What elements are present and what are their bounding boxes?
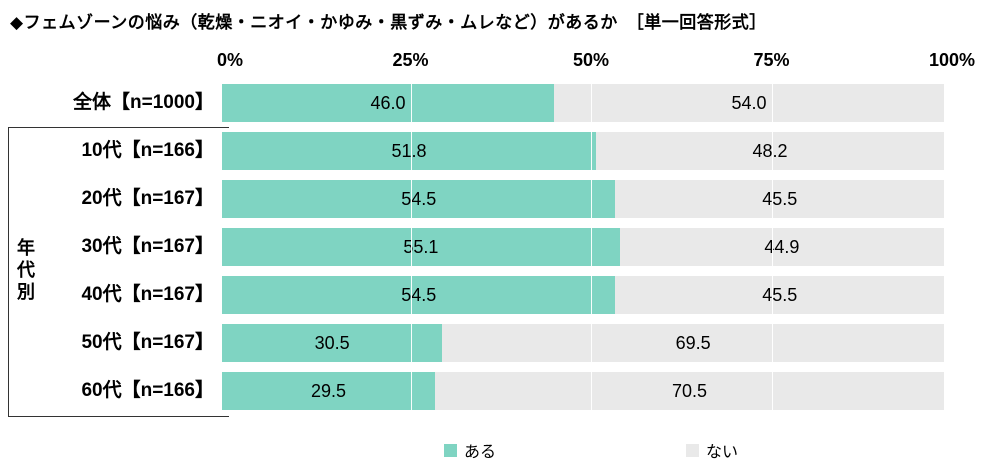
bar-track: 51.8 48.2 bbox=[222, 132, 944, 170]
group-label: 年代別 bbox=[15, 238, 35, 304]
bar-segment-nai: 48.2 bbox=[595, 132, 944, 170]
x-axis-tick: 50% bbox=[572, 50, 610, 70]
bar-row: 50代【n=167】 30.5 69.5 bbox=[0, 324, 1000, 362]
row-label: 全体【n=1000】 bbox=[73, 92, 214, 113]
plot-area: 全体【n=1000】 46.0 54.0 10代【n=166】 51.8 48.2 20代【… bbox=[0, 84, 1000, 420]
bar-segment-nai: 69.5 bbox=[442, 324, 944, 362]
bar-segment-aru: 30.5 bbox=[222, 324, 443, 362]
legend-swatch bbox=[686, 443, 699, 457]
bar-row: 30代【n=167】 55.1 44.9 bbox=[0, 228, 1000, 266]
bar-segment-aru: 54.5 bbox=[222, 180, 616, 218]
chart-title: ◆フェムゾーンの悩み（乾燥・ニオイ・かゆみ・黒ずみ・ムレなど）があるか ［単一回… bbox=[10, 13, 767, 32]
bar-track: 55.1 44.9 bbox=[222, 228, 944, 266]
legend-item-nai: ない bbox=[686, 438, 738, 462]
row-label: 10代【n=166】 bbox=[81, 140, 214, 161]
x-axis-tick: 75% bbox=[753, 50, 790, 70]
bar-row: 全体【n=1000】 46.0 54.0 bbox=[0, 84, 1000, 122]
legend: ある ない bbox=[230, 438, 952, 462]
value-label: 46.0 bbox=[370, 92, 406, 113]
bar-track: 46.0 54.0 bbox=[222, 84, 944, 122]
bar-segment-aru: 54.5 bbox=[222, 276, 616, 314]
value-label: 44.9 bbox=[764, 236, 800, 257]
row-label: 60代【n=166】 bbox=[81, 380, 214, 401]
row-label: 40代【n=167】 bbox=[81, 284, 214, 305]
bar-segment-nai: 70.5 bbox=[434, 372, 944, 410]
value-label: 54.0 bbox=[731, 92, 767, 113]
value-label: 70.5 bbox=[671, 380, 707, 401]
bar-segment-nai: 45.5 bbox=[615, 180, 944, 218]
x-axis: 0% 25% 50% 75% 100% bbox=[217, 50, 975, 76]
bar-track: 30.5 69.5 bbox=[222, 324, 944, 362]
x-axis-tick: 0% bbox=[216, 50, 244, 70]
row-label: 30代【n=167】 bbox=[81, 236, 214, 257]
bar-row: 20代【n=167】 54.5 45.5 bbox=[0, 180, 1000, 218]
bar-segment-nai: 44.9 bbox=[619, 228, 944, 266]
value-label: 45.5 bbox=[762, 188, 798, 209]
value-label: 54.5 bbox=[401, 188, 437, 209]
value-label: 51.8 bbox=[391, 140, 427, 161]
bar-segment-aru: 51.8 bbox=[222, 132, 596, 170]
x-axis-tick: 100% bbox=[928, 50, 976, 70]
bar-track: 54.5 45.5 bbox=[222, 180, 944, 218]
bar-track: 54.5 45.5 bbox=[222, 276, 944, 314]
bar-segment-nai: 54.0 bbox=[554, 84, 944, 122]
legend-item-aru: ある bbox=[443, 438, 496, 462]
value-label: 30.5 bbox=[314, 332, 350, 353]
x-axis-tick: 25% bbox=[392, 50, 429, 70]
bar-row: 10代【n=166】 51.8 48.2 bbox=[0, 132, 1000, 170]
value-label: 29.5 bbox=[310, 380, 347, 401]
value-label: 48.2 bbox=[752, 140, 788, 161]
bar-segment-aru: 55.1 bbox=[222, 228, 620, 266]
row-label: 50代【n=167】 bbox=[81, 332, 214, 353]
legend-label: ある bbox=[463, 444, 496, 461]
legend-label: ない bbox=[706, 444, 739, 461]
value-label: 69.5 bbox=[675, 332, 711, 353]
value-label: 54.5 bbox=[401, 284, 437, 305]
value-label: 45.5 bbox=[762, 284, 798, 305]
legend-swatch bbox=[443, 443, 457, 457]
bar-row: 60代【n=166】 29.5 70.5 bbox=[0, 372, 1000, 410]
bar-segment-aru: 46.0 bbox=[222, 84, 555, 122]
row-label: 20代【n=167】 bbox=[81, 188, 214, 209]
bar-track: 29.5 70.5 bbox=[222, 372, 944, 410]
bar-row: 40代【n=167】 54.5 45.5 bbox=[0, 276, 1000, 314]
bar-segment-aru: 29.5 bbox=[222, 372, 435, 410]
value-label: 55.1 bbox=[403, 236, 439, 257]
bar-segment-nai: 45.5 bbox=[615, 276, 944, 314]
